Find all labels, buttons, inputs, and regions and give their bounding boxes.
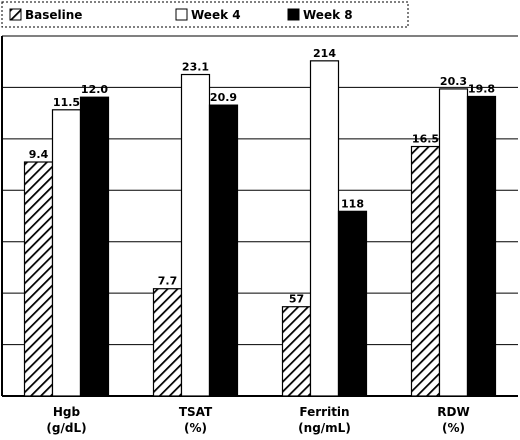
data-label: 23.1	[182, 61, 209, 74]
category-label: RDW	[437, 405, 469, 419]
legend: Baseline Week 4 Week 8	[1, 1, 409, 28]
bar-baseline-hgb	[23, 161, 54, 397]
data-label: 16.5	[412, 133, 439, 146]
data-label: 57	[289, 293, 304, 306]
data-label: 118	[341, 197, 364, 210]
bar-week-4-ferritin	[309, 60, 340, 397]
bar-week-4-hgb	[51, 109, 82, 397]
category-label: Hgb	[53, 405, 81, 419]
legend-label: Baseline	[25, 8, 82, 22]
bar-week-8-hgb	[79, 96, 110, 397]
data-label: 19.8	[468, 82, 495, 95]
category-label: (ng/mL)	[298, 421, 351, 435]
bar-week-8-ferritin	[337, 210, 368, 397]
category-label: (g/dL)	[46, 421, 86, 435]
bar-baseline-rdw	[410, 145, 441, 397]
bar-baseline-ferritin	[281, 306, 312, 397]
plot-area: 9.4 11.512.0 7.7 23.1 20.9 57 214 118 16.5 20.319…	[1, 35, 518, 435]
bar-week-8-rdw	[466, 95, 497, 397]
legend-swatch-week-8	[287, 8, 300, 21]
category-label: TSAT	[179, 405, 213, 419]
category-label: Ferritin	[299, 405, 349, 419]
data-label: 7.7	[158, 275, 178, 288]
data-label: 9.4	[29, 148, 49, 161]
legend-box	[1, 1, 409, 28]
data-label: 12.0	[81, 83, 108, 96]
data-label: 20.9	[210, 91, 237, 104]
data-label: 11.5	[53, 96, 80, 109]
bar-baseline-tsat	[152, 288, 183, 397]
bar-week-4-tsat	[180, 73, 211, 397]
legend-label: Week 8	[303, 8, 353, 22]
legend-swatch-baseline	[9, 8, 22, 21]
bar-week-8-tsat	[208, 104, 239, 397]
category-label: (%)	[184, 421, 207, 435]
data-label: 20.3	[440, 75, 467, 88]
legend-swatch-week-4	[175, 8, 188, 21]
category-label: (%)	[442, 421, 465, 435]
bar-week-4-rdw	[438, 88, 469, 397]
data-label: 214	[313, 47, 336, 60]
legend-label: Week 4	[191, 8, 241, 22]
